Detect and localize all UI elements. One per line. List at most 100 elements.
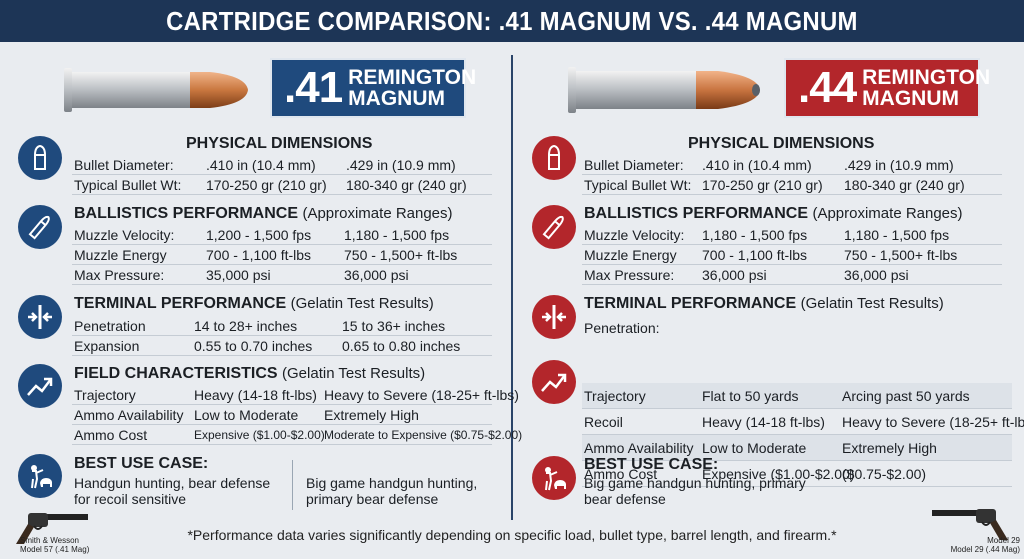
row-value-41: 700 - 1,100 ft-lbs	[702, 247, 808, 263]
row-value-41: Heavy (14-18 ft-lbs)	[194, 387, 317, 403]
cartridge-outline-icon	[18, 136, 62, 180]
panel-41-magnum: .41 REMINGTON MAGNUM PHYSICAL DIMENSIONS…	[0, 42, 522, 522]
row-label: Penetration:	[584, 320, 660, 336]
row-value-41: 14 to 28+ inches	[194, 318, 298, 334]
row-value-41: 170-250 gr (210 gr)	[702, 177, 823, 193]
row-value-41: 700 - 1,100 ft-lbs	[206, 247, 312, 263]
row-value-44: 180-340 gr (240 gr)	[844, 177, 965, 193]
terminal-title-text: TERMINAL PERFORMANCE	[584, 295, 797, 312]
row-value-41: .410 in (10.4 mm)	[702, 157, 812, 173]
table-row: Bullet Diameter: .410 in (10.4 mm) .429 …	[72, 155, 492, 175]
bestuse-separator	[292, 460, 293, 510]
table-row: Muzzle Energy 700 - 1,100 ft-lbs 750 - 1…	[582, 245, 1002, 265]
bestuse-title: BEST USE CASE:	[74, 455, 209, 472]
badge-41-remington-magnum: .41 REMINGTON MAGNUM	[270, 58, 476, 118]
revolver-44-caption-line-1: Model 29	[987, 536, 1020, 545]
row-label: Expansion	[74, 338, 140, 354]
badge-name-line-1: REMINGTON	[862, 66, 991, 89]
revolver-44-image	[932, 509, 1008, 540]
table-row: Max Pressure: 36,000 psi 36,000 psi	[582, 265, 1002, 285]
table-row: Ammo Availability Low to Moderate Extrem…	[582, 435, 1012, 461]
badge-44-remington-magnum: .44 REMINGTON MAGNUM	[784, 58, 990, 118]
terminal-title: TERMINAL PERFORMANCE (Gelatin Test Resul…	[584, 295, 944, 313]
physical-dimensions-title: PHYSICAL DIMENSIONS	[688, 135, 875, 152]
row-value-41: 35,000 psi	[206, 267, 271, 283]
row-value-44: 1,180 - 1,500 fps	[844, 227, 950, 243]
badge-name-line-1: REMINGTON	[348, 66, 477, 89]
terminal-title-text: TERMINAL PERFORMANCE	[74, 295, 287, 312]
row-label: Typical Bullet Wt:	[584, 177, 692, 193]
hunter-and-bear-icon	[18, 454, 62, 498]
row-value-41: Heavy (14-18 ft-lbs)	[702, 414, 825, 430]
row-value-44: 180-340 gr (240 gr)	[346, 177, 467, 193]
ballistics-title: BALLISTICS PERFORMANCE (Approximate Rang…	[584, 205, 963, 223]
row-value-44: Heavy to Severe (18-25+ ft-lbs)	[842, 414, 1024, 430]
row-label: Max Pressure:	[584, 267, 675, 283]
revolver-44-caption-line-2: Model 29 (.44 Mag)	[950, 545, 1020, 554]
row-label: Max Pressure:	[74, 267, 165, 283]
row-label: Ammo Cost	[74, 427, 148, 443]
row-label: Recoil	[584, 414, 623, 430]
row-value-41: 1,180 - 1,500 fps	[702, 227, 808, 243]
row-value-44: .429 in (10.9 mm)	[346, 157, 456, 173]
row-label: Trajectory	[74, 387, 136, 403]
table-row: Muzzle Energy 700 - 1,100 ft-lbs 750 - 1…	[72, 245, 492, 265]
table-row: Typical Bullet Wt: 170-250 gr (210 gr) 1…	[72, 175, 492, 195]
table-row: Typical Bullet Wt: 170-250 gr (210 gr) 1…	[582, 175, 1002, 195]
page-title: CARTRIDGE COMPARISON: .41 MAGNUM VS. .44…	[166, 5, 858, 36]
row-value-41: Expensive ($1.00-$2.00)	[702, 466, 855, 482]
row-label: Muzzle Energy	[584, 247, 677, 263]
table-row: Ammo Cost Expensive ($1.00-$2.00) ($0.75…	[582, 461, 1012, 487]
row-label: Typical Bullet Wt:	[74, 177, 182, 193]
bestuse-title: BEST USE CASE:	[584, 456, 719, 473]
badge-caliber: .41	[284, 63, 343, 112]
row-value-44: Moderate to Expensive ($0.75-$2.00)	[324, 428, 523, 442]
ballistics-subtitle: (Approximate Ranges)	[812, 205, 963, 222]
bestuse-text-41: Handgun hunting, bear defense for recoil…	[74, 475, 271, 507]
row-label: Trajectory	[584, 388, 646, 404]
ballistics-title: BALLISTICS PERFORMANCE (Approximate Rang…	[74, 205, 453, 223]
row-value-41: Low to Moderate	[194, 407, 299, 423]
table-row: Max Pressure: 35,000 psi 36,000 psi	[72, 265, 492, 285]
table-row: Muzzle Velocity: 1,200 - 1,500 fps 1,180…	[72, 225, 492, 245]
trend-arrow-icon	[532, 360, 576, 404]
row-value-41: 1,200 - 1,500 fps	[206, 227, 312, 243]
row-value-44: Arcing past 50 yards	[842, 388, 970, 404]
bullet-icon	[18, 205, 62, 249]
bestuse-text-44: Big game handgun hunting, primary bear d…	[584, 475, 806, 507]
row-label: Muzzle Velocity:	[74, 227, 175, 243]
row-value-41: Expensive ($1.00-$2.00)	[194, 428, 325, 442]
panel-44-magnum: .44 REMINGTON MAGNUM PHYSICAL DIMENSIONS…	[512, 42, 1024, 522]
revolver-41-caption-line-1: Smith & Wesson	[20, 536, 79, 545]
row-value-44: Extremely High	[842, 440, 937, 456]
cartridge-44-image	[568, 67, 760, 113]
row-value-44: 15 to 36+ inches	[342, 318, 446, 334]
field-title-text: FIELD CHARACTERISTICS	[74, 365, 278, 382]
table-row: Ammo Cost Expensive ($1.00-$2.00) Modera…	[72, 425, 522, 445]
revolver-44-caption: Model 29 Model 29 (.44 Mag)	[928, 536, 1020, 554]
row-label: Penetration	[74, 318, 146, 334]
trend-arrow-icon	[18, 364, 62, 408]
badge-caliber: .44	[798, 63, 857, 112]
revolver-41-caption: Smith & Wesson Model 57 (.41 Mag)	[20, 536, 89, 554]
table-row: Muzzle Velocity: 1,180 - 1,500 fps 1,180…	[582, 225, 1002, 245]
table-row: Recoil Heavy (14-18 ft-lbs) Heavy to Sev…	[582, 409, 1024, 435]
ballistics-title-text: BALLISTICS PERFORMANCE	[584, 205, 808, 222]
terminal-subtitle: (Gelatin Test Results)	[290, 295, 434, 312]
table-row: Ammo Availability Low to Moderate Extrem…	[72, 405, 492, 425]
row-label: Bullet Diameter:	[584, 157, 684, 173]
row-label: Ammo Cost	[584, 466, 658, 482]
row-value-41: 170-250 gr (210 gr)	[206, 177, 327, 193]
row-label: Muzzle Velocity:	[584, 227, 685, 243]
impact-arrows-icon	[18, 295, 62, 339]
field-subtitle: (Gelatin Test Results)	[282, 365, 426, 382]
row-label: Ammo Availability	[74, 407, 184, 423]
row-value-41: .410 in (10.4 mm)	[206, 157, 316, 173]
row-value-44: .429 in (10.9 mm)	[844, 157, 954, 173]
table-row: Bullet Diameter: .410 in (10.4 mm) .429 …	[582, 155, 1002, 175]
row-label: Muzzle Energy	[74, 247, 167, 263]
row-value-44: ($0.75-$2.00)	[842, 466, 927, 482]
terminal-title: TERMINAL PERFORMANCE (Gelatin Test Resul…	[74, 295, 434, 313]
badge-name-line-2: MAGNUM	[348, 87, 445, 110]
title-bar: CARTRIDGE COMPARISON: .41 MAGNUM VS. .44…	[0, 0, 1024, 42]
